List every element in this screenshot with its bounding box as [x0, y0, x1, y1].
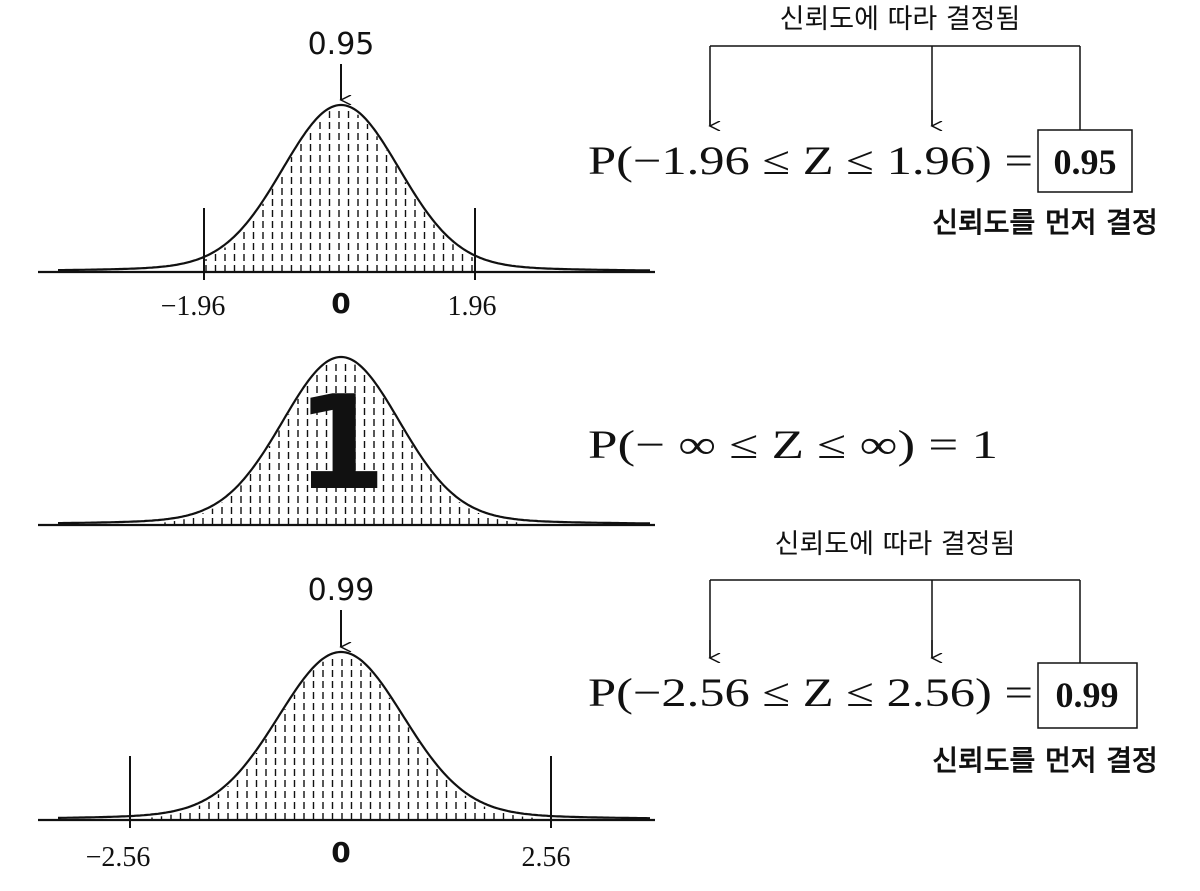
- axis-label: −2.56: [86, 842, 151, 873]
- bell-curve: [58, 103, 650, 272]
- note-bottom: 신뢰도를 먼저 결정: [932, 206, 1158, 239]
- formula: P(−2.56 ≤ Z ≤ 2.56) =: [588, 670, 1033, 715]
- curves: [38, 103, 655, 828]
- box: [1037, 662, 1138, 729]
- bell-curve: [58, 650, 650, 820]
- boxed-value: 0.99: [1056, 675, 1119, 715]
- bell-curve: [58, 355, 650, 525]
- formula: P(− ∞ ≤ Z ≤ ∞) = 1: [588, 422, 998, 467]
- boxed-value: 0.95: [1054, 142, 1117, 182]
- bracket: [709, 579, 1081, 663]
- formula: P(−1.96 ≤ Z ≤ 1.96) =: [588, 138, 1033, 183]
- center-label: 1: [296, 367, 386, 519]
- note-bottom: 신뢰도를 먼저 결정: [932, 744, 1158, 777]
- note-top: 신뢰도에 따라 결정됨: [775, 529, 1016, 560]
- axis-label: 2.56: [522, 842, 571, 873]
- area-label: 0.95: [308, 27, 375, 62]
- axis-label: 0: [331, 287, 350, 320]
- area-label: 0.99: [308, 573, 375, 608]
- bracket: [709, 45, 1081, 130]
- box: [1037, 129, 1133, 193]
- axis-label: 1.96: [448, 291, 497, 322]
- axis-label: −1.96: [161, 291, 226, 322]
- note-top: 신뢰도에 따라 결정됨: [780, 4, 1021, 35]
- axis-label: 0: [331, 836, 350, 869]
